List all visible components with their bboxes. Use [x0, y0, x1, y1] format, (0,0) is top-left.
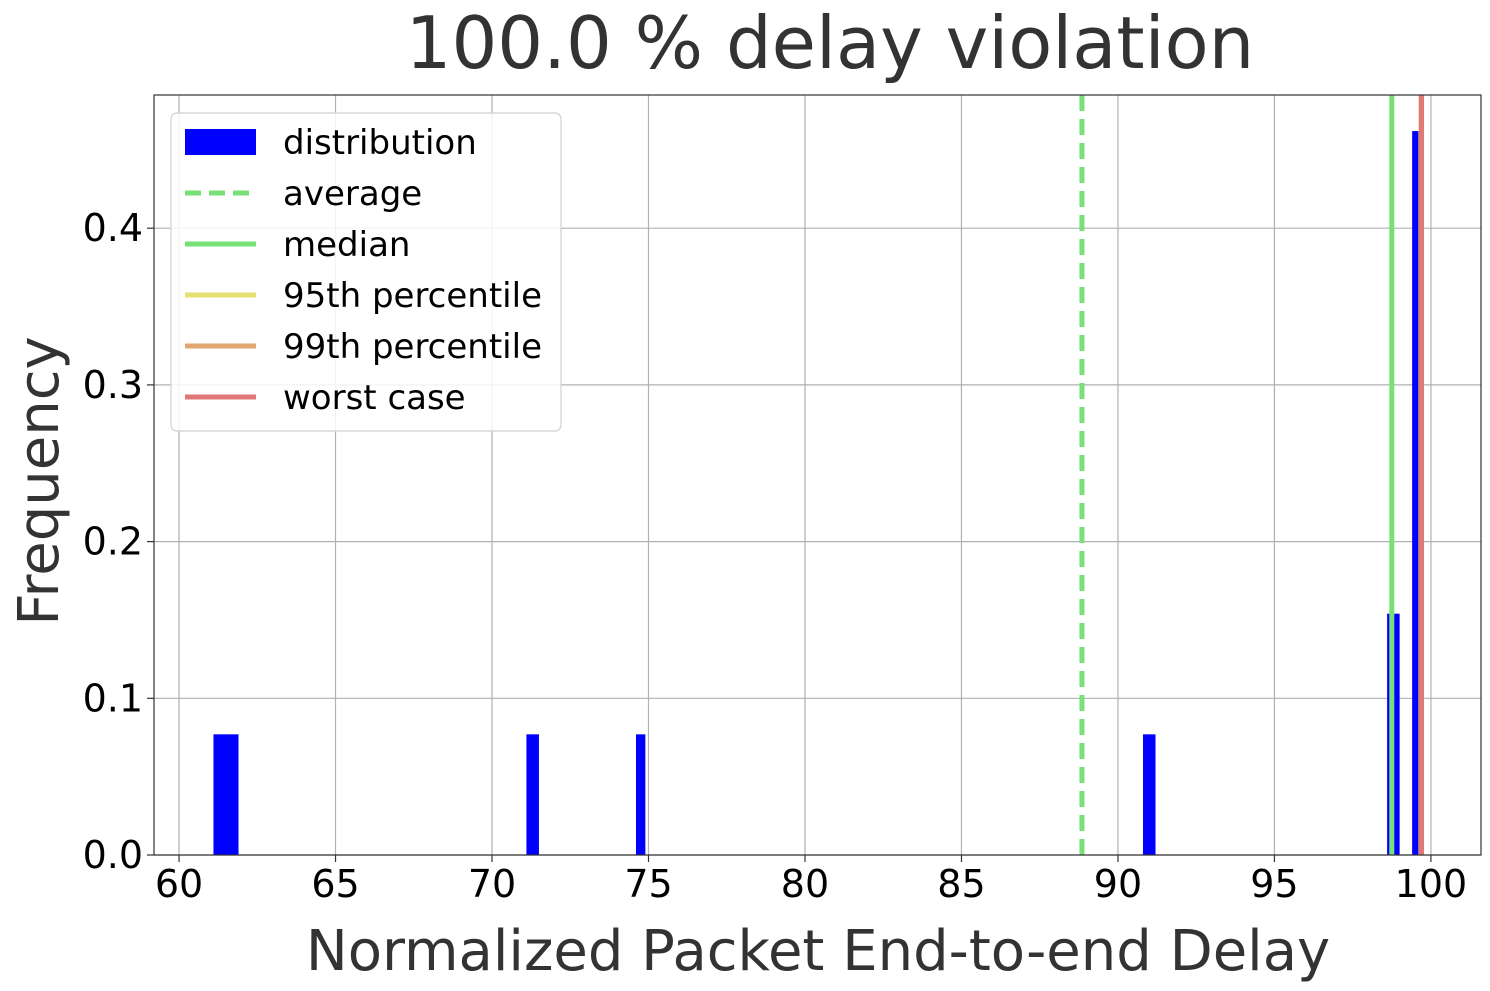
y-tick-label: 0.1 [83, 676, 143, 720]
legend-label: median [283, 225, 410, 265]
x-tick-label: 60 [155, 862, 203, 906]
lines-layer [1079, 95, 1425, 855]
ticks-layer: 60 65 70 75 80 85 90 95 100 0.0 0.1 0.2 0.3 0.4 [83, 206, 1468, 906]
chart-title: 100.0 % delay violation [406, 1, 1255, 85]
legend-label: worst case [283, 378, 466, 418]
x-tick-label: 95 [1250, 862, 1298, 906]
plot-frame [153, 94, 1482, 856]
x-tick-label: 90 [1094, 862, 1142, 906]
y-tick-label: 0.4 [83, 206, 143, 250]
legend: distribution average median 95th percentile… [170, 112, 562, 432]
x-tick-label: 70 [468, 862, 516, 906]
histogram-bar [635, 734, 646, 855]
legend-label: distribution [283, 123, 477, 163]
x-tick-label: 80 [781, 862, 829, 906]
legend-box [170, 112, 562, 432]
histogram-bar [213, 734, 239, 855]
legend-swatch [185, 129, 256, 155]
histogram-bar [526, 734, 539, 855]
histogram-bar [1412, 131, 1422, 855]
legend-label: 99th percentile [283, 327, 542, 367]
y-tick-label: 0.0 [83, 833, 143, 877]
y-axis-label: Frequency [7, 336, 72, 625]
x-tick-label: 100 [1395, 862, 1468, 906]
histogram-bar [1142, 734, 1156, 855]
y-tick-label: 0.2 [83, 520, 143, 564]
x-axis-label: Normalized Packet End-to-end Delay [306, 919, 1330, 984]
x-tick-label: 75 [624, 862, 672, 906]
legend-label: average [283, 174, 422, 214]
y-tick-label: 0.3 [83, 363, 143, 407]
legend-items: distribution average median 95th percentile… [185, 123, 542, 418]
x-tick-label: 65 [311, 862, 359, 906]
x-tick-label: 85 [937, 862, 985, 906]
legend-label: 95th percentile [283, 276, 542, 316]
